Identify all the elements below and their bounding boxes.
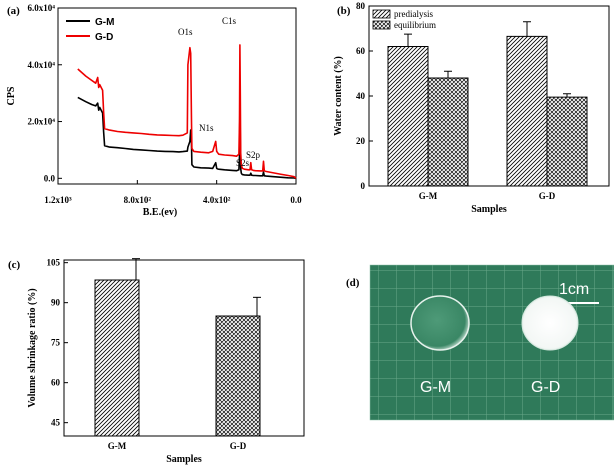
panel-b-ticks: 0 20 40 60 80 G-M G-D [356,1,556,201]
panel-a-axes-frame [57,7,297,185]
panel-c-ytick-label: 105 [47,258,61,268]
sample-disc-g-m [410,295,470,351]
bar-equilibrium-g-m [427,77,469,187]
panel-b-ytick-label: 40 [356,91,366,101]
panel-b-ytick-label: 0 [361,181,366,191]
panel-a-legend: G-M G-D [66,17,114,43]
panel-c: (c) 45 60 75 90 105 G-M G-D Samples Volume shr… [8,258,305,465]
panel-b: (b) 0 20 40 60 80 G-M G-D predialysis equilibr… [333,1,610,215]
series-line-g-m [77,96,297,180]
panel-a-ticks: 1.2x10³ 8.0x10² 4.0x10² 0.0 0.0 2.0x10⁴ 4.0x10… [28,3,303,205]
panel-c-ytick-label: 60 [51,378,61,388]
panel-a-ytick-label: 0.0 [44,173,56,183]
panel-a-ytick-label: 6.0x10⁴ [28,3,56,13]
panel-b-ytick-label: 20 [356,136,366,146]
panel-c-bars [94,258,261,437]
legend-label-predialysis: predialysis [394,9,433,19]
panel-a-ytick-label: 4.0x10⁴ [28,60,56,70]
panel-a-xtick-label: 0.0 [290,195,302,205]
photo-label-g-m: G-M [420,379,451,396]
photo-background-grid [370,265,614,420]
panel-c-xtick-label: G-M [108,441,127,451]
panel-c-ytick-label: 75 [51,338,61,348]
legend-label-g-m: G-M [95,17,114,28]
panel-a-xtick-label: 8.0x10² [124,195,152,205]
panel-a-series-lines [77,44,297,180]
panel-d-label: (d) [346,277,360,289]
peak-label-s2p: S2p [246,150,261,160]
panel-d: (d) 1cm G-M G-D [346,264,614,421]
panel-b-ytick-label: 80 [356,1,366,11]
panel-b-legend: predialysis equilibrium [372,9,436,30]
legend-label-equilibrium: equilibrium [394,20,436,30]
scale-bar-label: 1cm [559,281,589,298]
panel-b-xtick-label: G-D [539,191,556,201]
photo-frame [369,264,614,421]
bar-predialysis-g-m [387,46,429,187]
legend-swatch-predialysis [372,9,391,19]
bar-equilibrium-g-d [546,96,588,187]
peak-label-n1s: N1s [199,123,214,133]
legend-swatch-equilibrium [372,20,391,30]
peak-label-o1s: O1s [178,27,193,37]
legend-label-g-d: G-D [95,32,113,43]
panel-b-xtick-label: G-M [419,191,438,201]
panel-a-label: (a) [7,5,20,17]
panel-b-ytick-label: 60 [356,46,366,56]
bar-g-d [215,315,261,437]
panel-b-bars [387,21,588,187]
panel-c-xlabel: Samples [166,454,202,465]
panel-a-xlabel: B.E.(ev) [143,207,177,218]
series-line-g-d [77,44,297,179]
panel-b-label: (b) [337,5,351,17]
panel-b-ylabel: Water content (%) [333,56,344,136]
peak-label-c1s: C1s [222,16,237,26]
panel-c-label: (c) [8,259,21,271]
panel-c-ylabel: Volume shrinkage ratio (%) [27,288,38,407]
bar-predialysis-g-d [506,35,548,187]
panel-b-xlabel: Samples [471,204,507,215]
panel-c-ytick-label: 90 [51,298,61,308]
panel-a-ytick-label: 2.0x10⁴ [28,117,56,127]
sample-disc-g-d [521,295,579,351]
panel-a-xtick-label: 4.0x10² [203,195,231,205]
panel-c-axes-frame [63,259,305,437]
panel-a: (a) 1.2x10³ 8.0x10² 4.0x10² 0.0 0.0 2.0x10⁴ 4.… [6,3,302,218]
panel-c-ytick-label: 45 [51,418,61,428]
bar-g-m [94,279,140,437]
panel-c-xtick-label: G-D [230,441,247,451]
peak-label-s2s: S2s [236,158,250,168]
photo-label-g-d: G-D [531,379,560,396]
panel-a-ylabel: CPS [6,86,17,105]
panel-a-xtick-label: 1.2x10³ [44,195,72,205]
